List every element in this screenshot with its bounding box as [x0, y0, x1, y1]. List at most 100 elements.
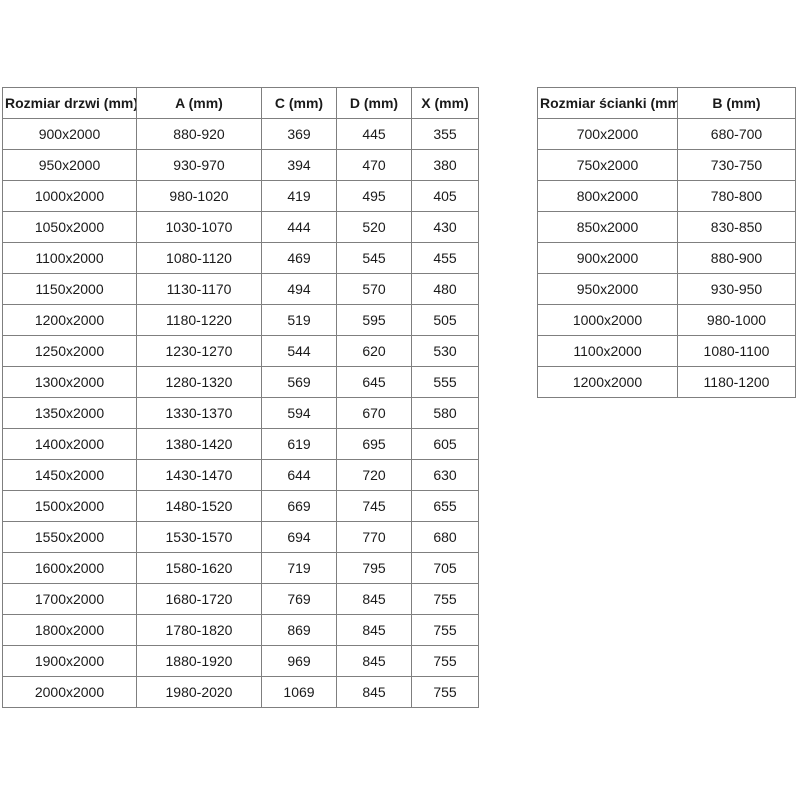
- cell: 1130-1170: [136, 273, 262, 305]
- cell: 1200x2000: [2, 304, 137, 336]
- cell: 1230-1270: [136, 335, 262, 367]
- table-row: 1350x2000 1330-1370 594 670 580: [2, 397, 479, 429]
- cell: 1180-1220: [136, 304, 262, 336]
- cell: 745: [336, 490, 412, 522]
- cell: 694: [261, 521, 337, 553]
- table-row: 850x2000 830-850: [537, 211, 796, 243]
- cell: 519: [261, 304, 337, 336]
- cell: 530: [411, 335, 479, 367]
- table-row: 1200x2000 1180-1220 519 595 505: [2, 304, 479, 336]
- cell: 830-850: [677, 211, 796, 243]
- table-row: 1150x2000 1130-1170 494 570 480: [2, 273, 479, 305]
- cell: 755: [411, 645, 479, 677]
- cell: 580: [411, 397, 479, 429]
- cell: 795: [336, 552, 412, 584]
- table-row: 900x2000 880-900: [537, 242, 796, 274]
- cell: 900x2000: [2, 118, 137, 150]
- cell: 980-1000: [677, 304, 796, 336]
- cell: 1080-1120: [136, 242, 262, 274]
- cell: 730-750: [677, 149, 796, 181]
- table-row: 2000x2000 1980-2020 1069 845 755: [2, 676, 479, 708]
- table-row: 1550x2000 1530-1570 694 770 680: [2, 521, 479, 553]
- cell: 480: [411, 273, 479, 305]
- table-row: 1700x2000 1680-1720 769 845 755: [2, 583, 479, 615]
- cell: 1500x2000: [2, 490, 137, 522]
- cell: 380: [411, 149, 479, 181]
- wall-sizes-table: Rozmiar ścianki (mm) B (mm) 700x2000 680-7…: [537, 87, 796, 398]
- cell: 1200x2000: [537, 366, 678, 398]
- cell: 1250x2000: [2, 335, 137, 367]
- cell: 719: [261, 552, 337, 584]
- cell: 405: [411, 180, 479, 212]
- cell: 1380-1420: [136, 428, 262, 460]
- cell: 1680-1720: [136, 583, 262, 615]
- cell: 1550x2000: [2, 521, 137, 553]
- door-sizes-table-header: Rozmiar drzwi (mm) A (mm) C (mm) D (mm) X (m…: [2, 87, 479, 119]
- cell: 755: [411, 676, 479, 708]
- cell: 1069: [261, 676, 337, 708]
- cell: 845: [336, 583, 412, 615]
- cell: 455: [411, 242, 479, 274]
- cell: 1050x2000: [2, 211, 137, 243]
- cell: 680: [411, 521, 479, 553]
- cell: 369: [261, 118, 337, 150]
- cell: 1030-1070: [136, 211, 262, 243]
- cell: 695: [336, 428, 412, 460]
- cell: 1980-2020: [136, 676, 262, 708]
- cell: 930-950: [677, 273, 796, 305]
- cell: 705: [411, 552, 479, 584]
- cell: 1450x2000: [2, 459, 137, 491]
- cell: 505: [411, 304, 479, 336]
- cell: 470: [336, 149, 412, 181]
- cell: 2000x2000: [2, 676, 137, 708]
- cell: 845: [336, 614, 412, 646]
- table-row: 1300x2000 1280-1320 569 645 555: [2, 366, 479, 398]
- cell: 520: [336, 211, 412, 243]
- header-cell: Rozmiar ścianki (mm): [537, 87, 678, 119]
- cell: 494: [261, 273, 337, 305]
- cell: 900x2000: [537, 242, 678, 274]
- header-row: Rozmiar drzwi (mm) A (mm) C (mm) D (mm) X (m…: [2, 87, 479, 119]
- table-row: 1400x2000 1380-1420 619 695 605: [2, 428, 479, 460]
- cell: 1150x2000: [2, 273, 137, 305]
- table-row: 1800x2000 1780-1820 869 845 755: [2, 614, 479, 646]
- cell: 669: [261, 490, 337, 522]
- cell: 595: [336, 304, 412, 336]
- cell: 1000x2000: [2, 180, 137, 212]
- cell: 670: [336, 397, 412, 429]
- table-row: 1450x2000 1430-1470 644 720 630: [2, 459, 479, 491]
- cell: 750x2000: [537, 149, 678, 181]
- cell: 845: [336, 645, 412, 677]
- header-cell: Rozmiar drzwi (mm): [2, 87, 137, 119]
- cell: 605: [411, 428, 479, 460]
- table-row: 800x2000 780-800: [537, 180, 796, 212]
- cell: 645: [336, 366, 412, 398]
- table-row: 1100x2000 1080-1120 469 545 455: [2, 242, 479, 274]
- cell: 969: [261, 645, 337, 677]
- cell: 1580-1620: [136, 552, 262, 584]
- cell: 469: [261, 242, 337, 274]
- cell: 950x2000: [2, 149, 137, 181]
- cell: 720: [336, 459, 412, 491]
- cell: 1080-1100: [677, 335, 796, 367]
- table-row: 700x2000 680-700: [537, 118, 796, 150]
- header-cell: A (mm): [136, 87, 262, 119]
- cell: 570: [336, 273, 412, 305]
- cell: 594: [261, 397, 337, 429]
- cell: 869: [261, 614, 337, 646]
- table-row: 1000x2000 980-1000: [537, 304, 796, 336]
- cell: 1700x2000: [2, 583, 137, 615]
- cell: 755: [411, 614, 479, 646]
- table-row: 1050x2000 1030-1070 444 520 430: [2, 211, 479, 243]
- cell: 620: [336, 335, 412, 367]
- cell: 1600x2000: [2, 552, 137, 584]
- cell: 770: [336, 521, 412, 553]
- cell: 1330-1370: [136, 397, 262, 429]
- cell: 930-970: [136, 149, 262, 181]
- cell: 569: [261, 366, 337, 398]
- table-row: 900x2000 880-920 369 445 355: [2, 118, 479, 150]
- cell: 544: [261, 335, 337, 367]
- cell: 1400x2000: [2, 428, 137, 460]
- cell: 880-920: [136, 118, 262, 150]
- cell: 394: [261, 149, 337, 181]
